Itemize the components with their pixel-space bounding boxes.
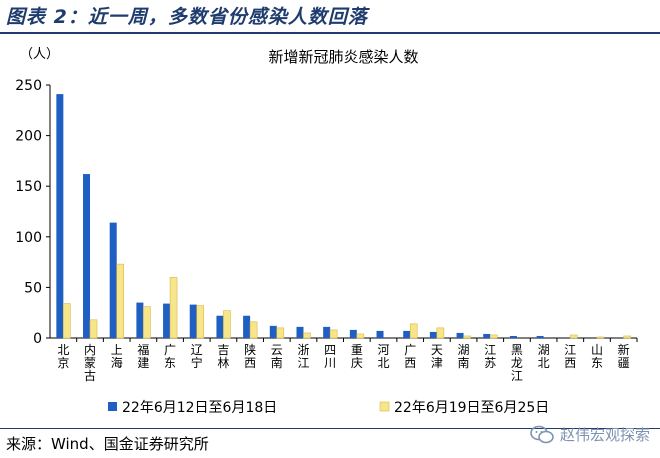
bar-week2 [89, 319, 98, 339]
bar-week2 [623, 335, 631, 339]
x-tick-label: 内蒙古 [84, 343, 96, 383]
x-tick-label: 云南 [271, 343, 283, 370]
bar-week1 [509, 335, 517, 338]
wechat-icon [530, 425, 554, 443]
x-tick-label: 湖北 [538, 342, 550, 370]
x-tick-label: 江苏 [484, 343, 496, 370]
bar-week1 [56, 94, 64, 338]
legend-swatch [108, 402, 117, 411]
bar-week2 [489, 334, 498, 339]
y-tick-label: 150 [15, 179, 42, 195]
x-tick-label: 重庆 [351, 343, 363, 370]
bar-week2 [356, 333, 365, 339]
figure-title: 图表 2：近一周，多数省份感染人数回落 [6, 6, 368, 28]
x-tick-label: 北京 [57, 343, 69, 370]
bar-week1 [269, 325, 277, 338]
bar-week1 [483, 333, 491, 338]
x-tick-label: 黑龙江 [511, 343, 523, 383]
bar-week1 [296, 326, 304, 338]
y-tick-label: 250 [15, 78, 42, 94]
legend-label: 22年6月19日至6月25日 [394, 400, 549, 416]
legend-swatch [379, 401, 390, 412]
bar-chart: 新增新冠肺炎感染人数 （人） 0 50 100 150 200 250 北京 内蒙古 上海福建广东辽… [15, 47, 638, 416]
bar-week2 [569, 334, 578, 339]
bar-week2 [596, 336, 605, 339]
bar-week1 [349, 329, 357, 338]
bar-week1 [109, 222, 117, 338]
bar-week1 [376, 330, 384, 338]
bar-week2 [196, 305, 205, 339]
x-tick-label: 辽宁 [191, 343, 203, 370]
y-tick-label: 50 [24, 280, 42, 296]
x-tick-label: 新疆 [618, 342, 630, 370]
bar-week2 [143, 306, 151, 339]
x-tick-label: 河北 [378, 343, 390, 370]
y-axis-unit-label: （人） [20, 47, 59, 62]
x-tick-label: 山东 [591, 343, 603, 370]
bar-week1 [403, 330, 411, 338]
legend-label: 22年6月12日至6月18日 [122, 400, 277, 416]
bar-week1 [189, 304, 197, 338]
x-tick-label: 广东 [164, 343, 176, 370]
x-tick-label: 湖南 [458, 342, 470, 370]
footer-rule [0, 428, 660, 429]
x-tick-label: 福建 [137, 342, 149, 370]
y-tick-label: 100 [15, 230, 42, 246]
bar-week1 [323, 326, 331, 338]
x-tick-label: 上海 [111, 343, 123, 370]
x-tick-label: 四川 [324, 343, 336, 370]
bar-week1 [136, 302, 144, 338]
bar-week1 [429, 331, 437, 338]
bar-week1 [243, 315, 251, 338]
bar-week2 [116, 263, 125, 339]
bar-week1 [456, 332, 464, 338]
bar-week2 [223, 310, 231, 339]
x-tick-label: 陕西 [244, 342, 256, 370]
x-tick-label: 吉林 [217, 343, 229, 370]
bar-week2 [303, 332, 311, 339]
bar-week2 [409, 323, 418, 339]
chart-title: 新增新冠肺炎感染人数 [268, 48, 418, 66]
title-rule [0, 32, 660, 34]
bar-week2 [249, 321, 258, 339]
bar-week2 [169, 276, 178, 339]
bar-week2 [276, 327, 285, 339]
x-tick-label: 广西 [404, 343, 416, 370]
bar-week1 [536, 335, 544, 338]
bar-week2 [329, 329, 338, 339]
bar-week1 [83, 174, 91, 338]
bar-week1 [163, 303, 171, 338]
bar-week2 [436, 327, 445, 339]
bar-week1 [216, 315, 224, 338]
y-tick-label: 200 [15, 129, 42, 145]
bar-week2 [63, 303, 71, 339]
source-note: 来源：Wind、国金证券研究所 [6, 435, 209, 453]
watermark-text: 赵伟宏观探索 [559, 426, 650, 444]
x-tick-label: 浙江 [297, 343, 309, 370]
watermark: 赵伟宏观探索 [530, 424, 650, 445]
x-tick-label: 天津 [431, 343, 443, 370]
y-tick-label: 0 [33, 331, 42, 347]
x-tick-label: 江西 [564, 343, 576, 370]
bar-week2 [463, 335, 471, 339]
